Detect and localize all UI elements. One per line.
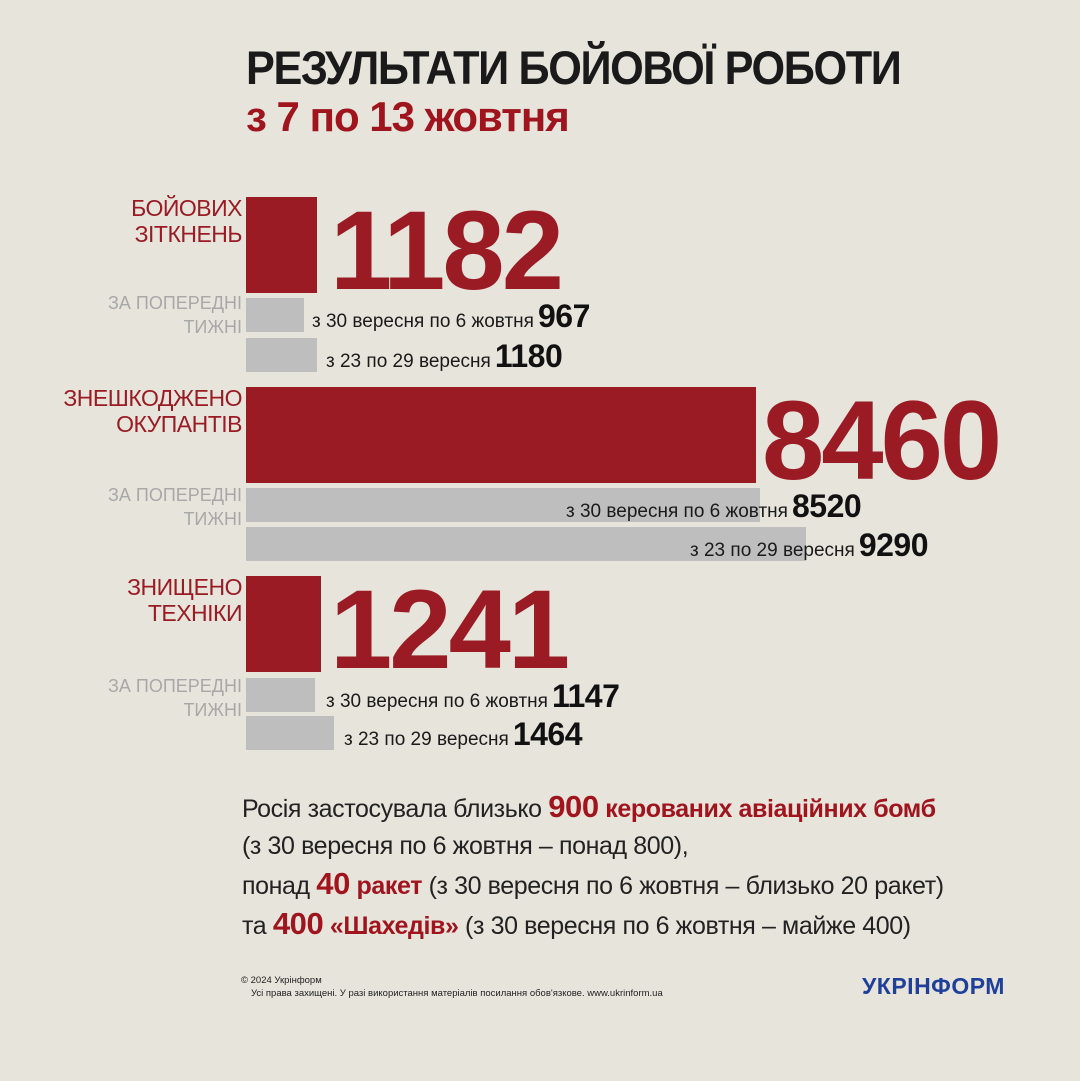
previous-value-row: з 23 по 29 вересня 1464 [344,716,583,752]
current-value: 8460 [762,378,1002,503]
previous-value: 1464 [512,716,583,752]
bar-current [246,576,321,672]
bombs-count: 900 [548,789,599,824]
previous-value-row: з 30 вересня по 6 жовтня 967 [312,300,590,332]
shaheds-count: 400 [272,906,324,941]
bar-previous [246,527,806,561]
summary: Росія застосувала близько 900 керованих … [242,788,944,945]
previous-weeks-label-line: ЗА ПОПЕРЕДНІ [108,485,242,505]
previous-period-label: з 30 вересня по 6 жовтня [312,311,534,332]
summary-line-missiles: понад 40 ракет (з 30 вересня по 6 жовтня… [242,866,944,901]
bar-previous [246,338,317,372]
category-label-line: ОКУПАНТІВ [116,411,242,437]
category-label-line: ТЕХНІКИ [147,600,243,626]
missiles-count: 40 [316,866,350,901]
bar-previous [246,488,760,522]
footer: © 2024 Укрінформ Усі права захищені. У р… [241,974,663,1000]
bar-current [246,197,317,293]
category-label: ЗНЕШКОДЖЕНО ОКУПАНТІВ [63,385,242,437]
previous-value: 9290 [858,527,929,563]
previous-period-label: з 30 вересня по 6 жовтня [566,501,788,522]
previous-value: 967 [537,298,590,334]
bar-previous [246,298,304,332]
rights-notice: Усі права захищені. У разі використання … [251,988,663,999]
category-label: ЗНИЩЕНО ТЕХНІКИ [127,574,242,626]
category-label-line: ЗНИЩЕНО [127,574,242,600]
previous-value: 8520 [791,488,862,524]
bombs-label: керованих авіаційних бомб [598,795,936,823]
previous-period-label: з 23 по 29 вересня [690,540,855,561]
bar-current [246,387,756,483]
missiles-label: ракет [349,872,423,900]
ukrinform-logo: УКРІНФОРМ [862,973,1005,999]
page-title: РЕЗУЛЬТАТИ БОЙОВОЇ РОБОТИ [246,41,902,94]
bar-previous [246,678,315,712]
previous-period-label: з 23 по 29 вересня [344,729,509,750]
current-value: 1182 [330,188,564,313]
category-label-line: БОЙОВИХ [131,195,242,221]
summary-line-shaheds: та 400 «Шахедів» (з 30 вересня по 6 жовт… [242,906,911,941]
previous-value: 1147 [551,678,620,714]
summary-line-bombs: Росія застосувала близько 900 керованих … [242,789,936,824]
previous-value-row: з 23 по 29 вересня 1180 [326,338,563,374]
current-value: 1241 [330,567,570,692]
copyright: © 2024 Укрінформ [241,975,322,986]
previous-weeks-label-line: ЗА ПОПЕРЕДНІ [108,676,242,696]
category-label-line: ЗНЕШКОДЖЕНО [63,385,242,411]
shaheds-label: «Шахедів» [323,912,459,940]
previous-period-label: з 30 вересня по 6 жовтня [326,691,548,712]
previous-value-row: з 30 вересня по 6 жовтня 8520 [566,488,862,524]
previous-weeks-label-line: ТИЖНІ [183,700,242,720]
summary-line-bombs-prev: (з 30 вересня по 6 жовтня – понад 800), [242,832,689,860]
previous-value: 1180 [494,338,563,374]
previous-weeks-label-line: ТИЖНІ [183,509,242,529]
previous-weeks-label: ЗА ПОПЕРЕДНІ ТИЖНІ [108,483,242,531]
previous-weeks-label: ЗА ПОПЕРЕДНІ ТИЖНІ [108,291,242,339]
category-label-line: ЗІТКНЕНЬ [134,221,243,247]
page-subtitle: з 7 по 13 жовтня [246,93,570,140]
previous-value-row: з 23 по 29 вересня 9290 [690,527,929,563]
previous-weeks-label: ЗА ПОПЕРЕДНІ ТИЖНІ [108,674,242,722]
bar-previous [246,716,334,750]
previous-weeks-label-line: ЗА ПОПЕРЕДНІ [108,293,242,313]
previous-weeks-label-line: ТИЖНІ [183,317,242,337]
previous-period-label: з 23 по 29 вересня [326,351,491,372]
previous-value-row: з 30 вересня по 6 жовтня 1147 [326,678,620,714]
category-label: БОЙОВИХ ЗІТКНЕНЬ [131,195,242,247]
